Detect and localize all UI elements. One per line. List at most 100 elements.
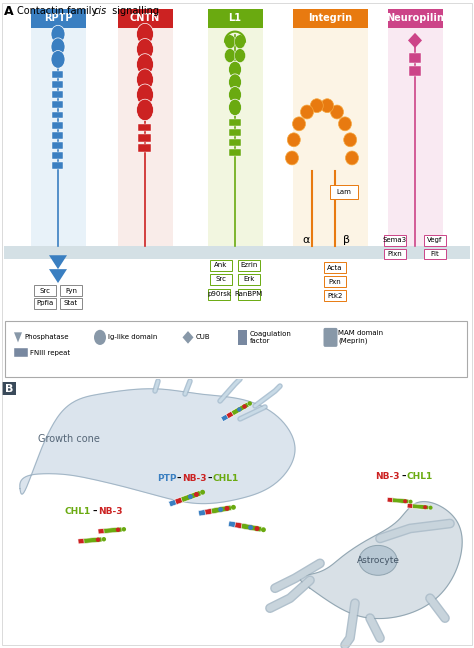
Polygon shape [181, 491, 201, 502]
Bar [229, 150, 241, 156]
Bar [53, 81, 64, 88]
Bar [229, 119, 241, 126]
Ellipse shape [287, 133, 301, 146]
Text: NB-3: NB-3 [98, 507, 122, 516]
Polygon shape [205, 506, 225, 515]
Ellipse shape [261, 527, 266, 532]
Text: Fyn: Fyn [65, 288, 77, 294]
Text: Integrin: Integrin [308, 14, 352, 23]
Bar [238, 330, 247, 345]
Ellipse shape [194, 492, 199, 497]
Circle shape [235, 35, 246, 49]
Text: Lam: Lam [337, 189, 351, 195]
Circle shape [137, 23, 154, 45]
Polygon shape [235, 522, 255, 531]
Ellipse shape [338, 117, 352, 131]
Polygon shape [241, 523, 262, 532]
Polygon shape [226, 405, 244, 419]
Text: Ppfia: Ppfia [36, 300, 54, 307]
FancyBboxPatch shape [324, 276, 346, 287]
Bar [53, 162, 64, 169]
Bar [53, 111, 64, 119]
Ellipse shape [101, 537, 106, 542]
Ellipse shape [242, 404, 247, 409]
FancyBboxPatch shape [237, 260, 260, 271]
Ellipse shape [310, 98, 323, 113]
Ellipse shape [218, 507, 223, 512]
Text: Phosphatase: Phosphatase [24, 334, 69, 340]
Polygon shape [221, 408, 239, 422]
Polygon shape [20, 389, 295, 503]
Text: signalling: signalling [109, 6, 159, 16]
FancyBboxPatch shape [34, 298, 56, 308]
Text: cis: cis [94, 6, 107, 16]
FancyBboxPatch shape [424, 235, 447, 246]
Circle shape [228, 74, 241, 90]
Circle shape [225, 49, 236, 63]
Circle shape [51, 38, 65, 56]
Ellipse shape [285, 151, 299, 165]
Bar [388, 28, 443, 246]
Text: p90rsk: p90rsk [207, 292, 231, 297]
Bar [118, 9, 173, 28]
Polygon shape [182, 331, 193, 343]
Polygon shape [412, 504, 429, 510]
Polygon shape [14, 332, 22, 342]
Bar [4, 246, 470, 259]
Text: CHL1: CHL1 [407, 472, 433, 481]
Polygon shape [228, 521, 249, 530]
Ellipse shape [225, 506, 229, 511]
Circle shape [235, 49, 246, 63]
Ellipse shape [344, 133, 357, 146]
Bar [138, 134, 152, 141]
Text: Erk: Erk [243, 276, 255, 283]
FancyBboxPatch shape [330, 185, 358, 199]
Bar [208, 9, 263, 28]
Text: L1: L1 [228, 14, 241, 23]
Polygon shape [231, 402, 249, 415]
Text: NB-3: NB-3 [182, 474, 207, 483]
Text: –: – [402, 472, 407, 481]
Bar [53, 142, 64, 149]
Bar [53, 132, 64, 139]
Text: CNTN: CNTN [130, 14, 160, 23]
Text: β: β [343, 235, 350, 245]
Text: Acta: Acta [327, 265, 343, 271]
Ellipse shape [122, 527, 126, 531]
FancyBboxPatch shape [324, 290, 346, 301]
Bar [409, 65, 421, 76]
Text: –: – [93, 507, 98, 516]
Text: A: A [4, 5, 14, 18]
Ellipse shape [248, 525, 253, 530]
Polygon shape [408, 33, 422, 48]
Circle shape [137, 69, 154, 90]
Polygon shape [49, 269, 67, 283]
Text: Growth cone: Growth cone [38, 434, 100, 444]
Circle shape [228, 62, 241, 78]
Bar [118, 28, 173, 246]
Bar [5, 321, 467, 376]
Polygon shape [84, 537, 102, 544]
Circle shape [137, 84, 154, 106]
Ellipse shape [330, 105, 344, 119]
Text: Ig-like domain: Ig-like domain [108, 334, 157, 340]
Circle shape [51, 51, 65, 68]
FancyBboxPatch shape [323, 328, 337, 347]
Text: RPTP: RPTP [44, 14, 72, 23]
Polygon shape [49, 255, 67, 269]
Text: B: B [5, 384, 13, 394]
Bar [138, 124, 152, 132]
Ellipse shape [255, 526, 259, 531]
Text: Plxn: Plxn [388, 251, 402, 257]
Ellipse shape [321, 98, 334, 113]
FancyBboxPatch shape [237, 289, 260, 300]
Ellipse shape [247, 401, 252, 406]
Polygon shape [104, 527, 122, 533]
Bar [293, 28, 368, 246]
Circle shape [225, 35, 236, 49]
Bar [53, 122, 64, 128]
Text: Neuropilin: Neuropilin [386, 14, 444, 23]
Text: RanBPM: RanBPM [235, 292, 263, 297]
FancyBboxPatch shape [60, 298, 82, 308]
Text: CHL1: CHL1 [65, 507, 91, 516]
